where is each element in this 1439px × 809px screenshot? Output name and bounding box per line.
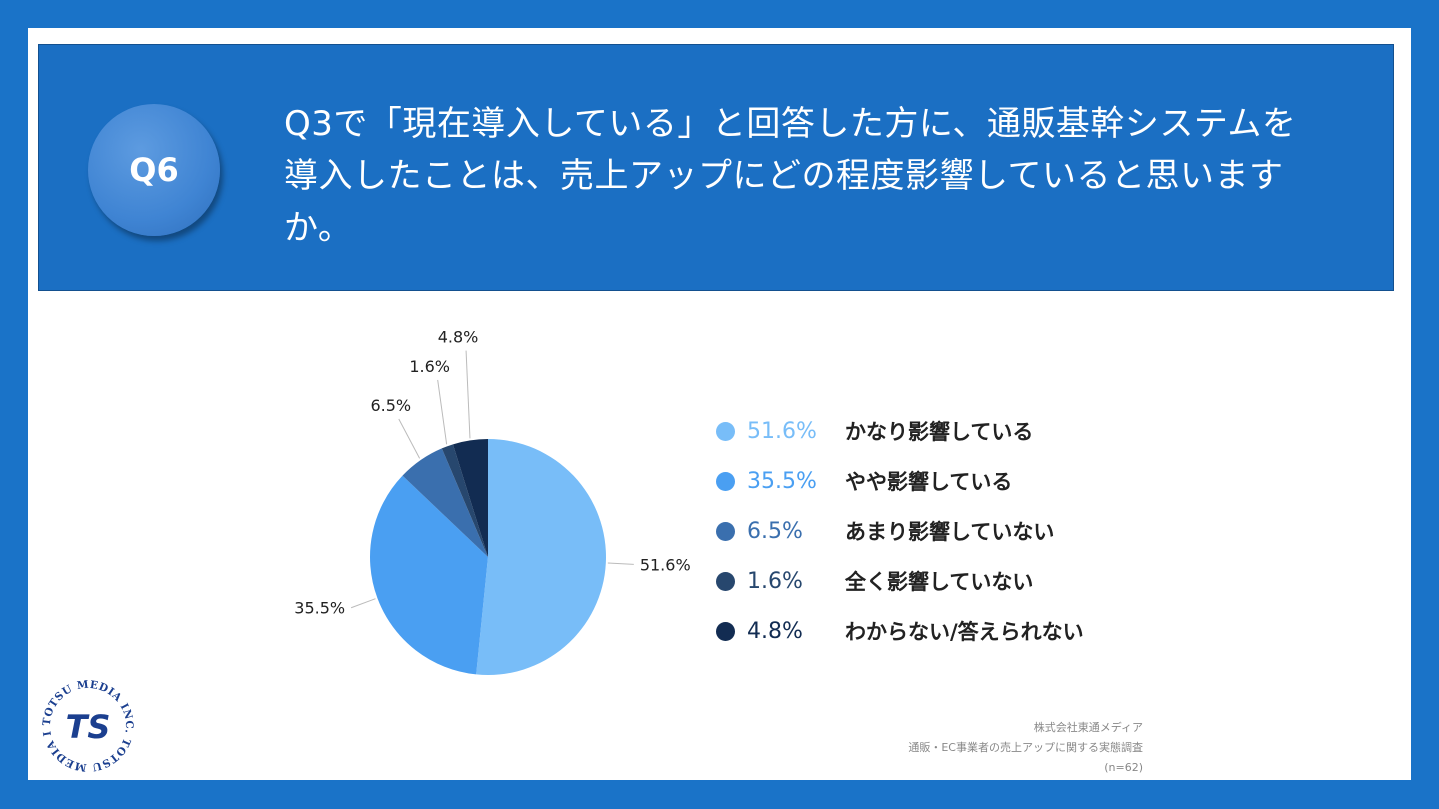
question-number-badge: Q6 — [88, 104, 220, 236]
label-leader-line — [437, 379, 448, 445]
pie-slice — [452, 439, 488, 557]
source-company: 株式会社東通メディア — [1033, 721, 1143, 734]
legend-item: 35.5% やや影響している — [716, 456, 1084, 506]
legend-label: わからない/答えられない — [845, 620, 1084, 644]
legend-percentage: 4.8% — [747, 618, 803, 644]
legend-label: 全く影響していない — [845, 570, 1034, 594]
slice-data-label: 4.8% — [438, 328, 479, 347]
pie-slice — [370, 475, 488, 675]
label-leader-line — [350, 598, 376, 609]
question-banner — [38, 44, 1394, 291]
legend-percentage: 1.6% — [747, 568, 803, 594]
label-leader-line — [465, 350, 471, 439]
source-survey: 通販・EC事業者の売上アップに関する実態調査 — [908, 741, 1143, 754]
legend-swatch — [716, 421, 735, 441]
question-number: Q6 — [129, 151, 179, 189]
source-note: 株式会社東通メディア 通販・EC事業者の売上アップに関する実態調査 (n=62) — [908, 718, 1143, 778]
legend-label: やや影響している — [845, 470, 1013, 494]
legend-percentage: 35.5% — [747, 468, 817, 494]
question-text: Q3で「現在導入している」と回答した方に、通販基幹システムを導入したことは、売上… — [284, 104, 1297, 248]
legend-swatch — [716, 571, 735, 591]
legend-percentage: 6.5% — [747, 518, 803, 544]
legend-item: 4.8% わからない/答えられない — [716, 606, 1084, 656]
legend-swatch — [716, 471, 735, 491]
legend-label: かなり影響している — [845, 420, 1034, 444]
pie-slice — [476, 439, 607, 676]
logo-mark: TS — [66, 708, 111, 746]
slice-data-label: 1.6% — [409, 357, 450, 376]
legend-item: 51.6% かなり影響している — [716, 406, 1084, 456]
source-sample: (n=62) — [1104, 761, 1143, 774]
company-logo: TOTSU MEDIA INC. TOTSU MEDIA INC. TS — [38, 676, 135, 773]
pie-slice — [402, 448, 488, 557]
label-leader-line — [607, 562, 634, 565]
legend-item: 6.5% あまり影響していない — [716, 506, 1084, 556]
label-leader-line — [398, 418, 421, 459]
slice-data-label: 51.6% — [640, 555, 691, 574]
pie-slice — [441, 444, 488, 557]
legend-label: あまり影響していない — [845, 520, 1055, 544]
legend-item: 1.6% 全く影響していない — [716, 556, 1084, 606]
slice-data-label: 6.5% — [370, 396, 411, 415]
slice-data-label: 35.5% — [294, 599, 345, 618]
legend-percentage: 51.6% — [747, 418, 817, 444]
legend-swatch — [716, 521, 735, 541]
legend-swatch — [716, 621, 735, 641]
chart-legend: 51.6% かなり影響している 35.5% やや影響している 6.5% あまり影響していな… — [716, 406, 1084, 656]
